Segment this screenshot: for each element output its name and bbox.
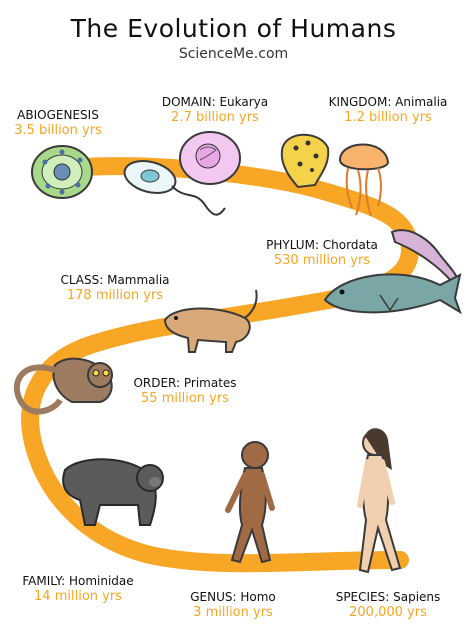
stage-label-family: FAMILY: Hominidae 14 million yrs (8, 574, 148, 604)
stage-time: 1.2 billion yrs (344, 110, 432, 125)
stage-time: 200,000 yrs (349, 605, 427, 620)
stage-label-domain: DOMAIN: Eukarya 2.7 billion yrs (150, 95, 280, 125)
cell-icon (31, 145, 93, 199)
stage-name: PHYLUM: Chordata (266, 238, 378, 252)
stage-time: 530 million yrs (273, 253, 371, 268)
stage-name: DOMAIN: Eukarya (161, 95, 269, 109)
stage-label-class: CLASS: Mammalia 178 million yrs (50, 273, 180, 303)
stage-name: GENUS: Homo (190, 590, 276, 604)
stage-name: ABIOGENESIS (17, 108, 99, 122)
stage-name: FAMILY: Hominidae (22, 574, 134, 588)
stage-time: 55 million yrs (141, 391, 229, 406)
stage-name: ORDER: Primates (133, 376, 237, 390)
stage-time: 14 million yrs (34, 589, 122, 604)
stage-time: 3 million yrs (193, 605, 273, 620)
stage-label-abiogenesis: ABIOGENESIS 3.5 billion yrs (8, 108, 108, 138)
stage-name: KINGDOM: Animalia (328, 95, 448, 109)
stage-name: SPECIES: Sapiens (335, 590, 441, 604)
mammal-icon (163, 289, 258, 353)
stage-name: CLASS: Mammalia (60, 273, 170, 287)
stage-label-order: ORDER: Primates 55 million yrs (120, 376, 250, 406)
page-title: The Evolution of Humans (70, 14, 397, 43)
ape-icon (62, 458, 164, 526)
stage-label-kingdom: KINGDOM: Animalia 1.2 billion yrs (318, 95, 458, 125)
stage-label-species: SPECIES: Sapiens 200,000 yrs (318, 590, 458, 620)
fish-icon (323, 229, 462, 315)
eukaryote-icon (123, 131, 241, 216)
hominid-icon (225, 441, 275, 564)
stage-label-phylum: PHYLUM: Chordata 530 million yrs (252, 238, 392, 268)
jellyfish-icon (280, 133, 390, 217)
stage-time: 3.5 billion yrs (14, 123, 102, 138)
human-icon (357, 428, 402, 574)
stage-time: 2.7 billion yrs (171, 110, 259, 125)
stage-time: 178 million yrs (66, 288, 164, 303)
page-subtitle: ScienceMe.com (178, 46, 289, 62)
primate-icon (13, 357, 113, 415)
stage-label-genus: GENUS: Homo 3 million yrs (178, 590, 288, 620)
